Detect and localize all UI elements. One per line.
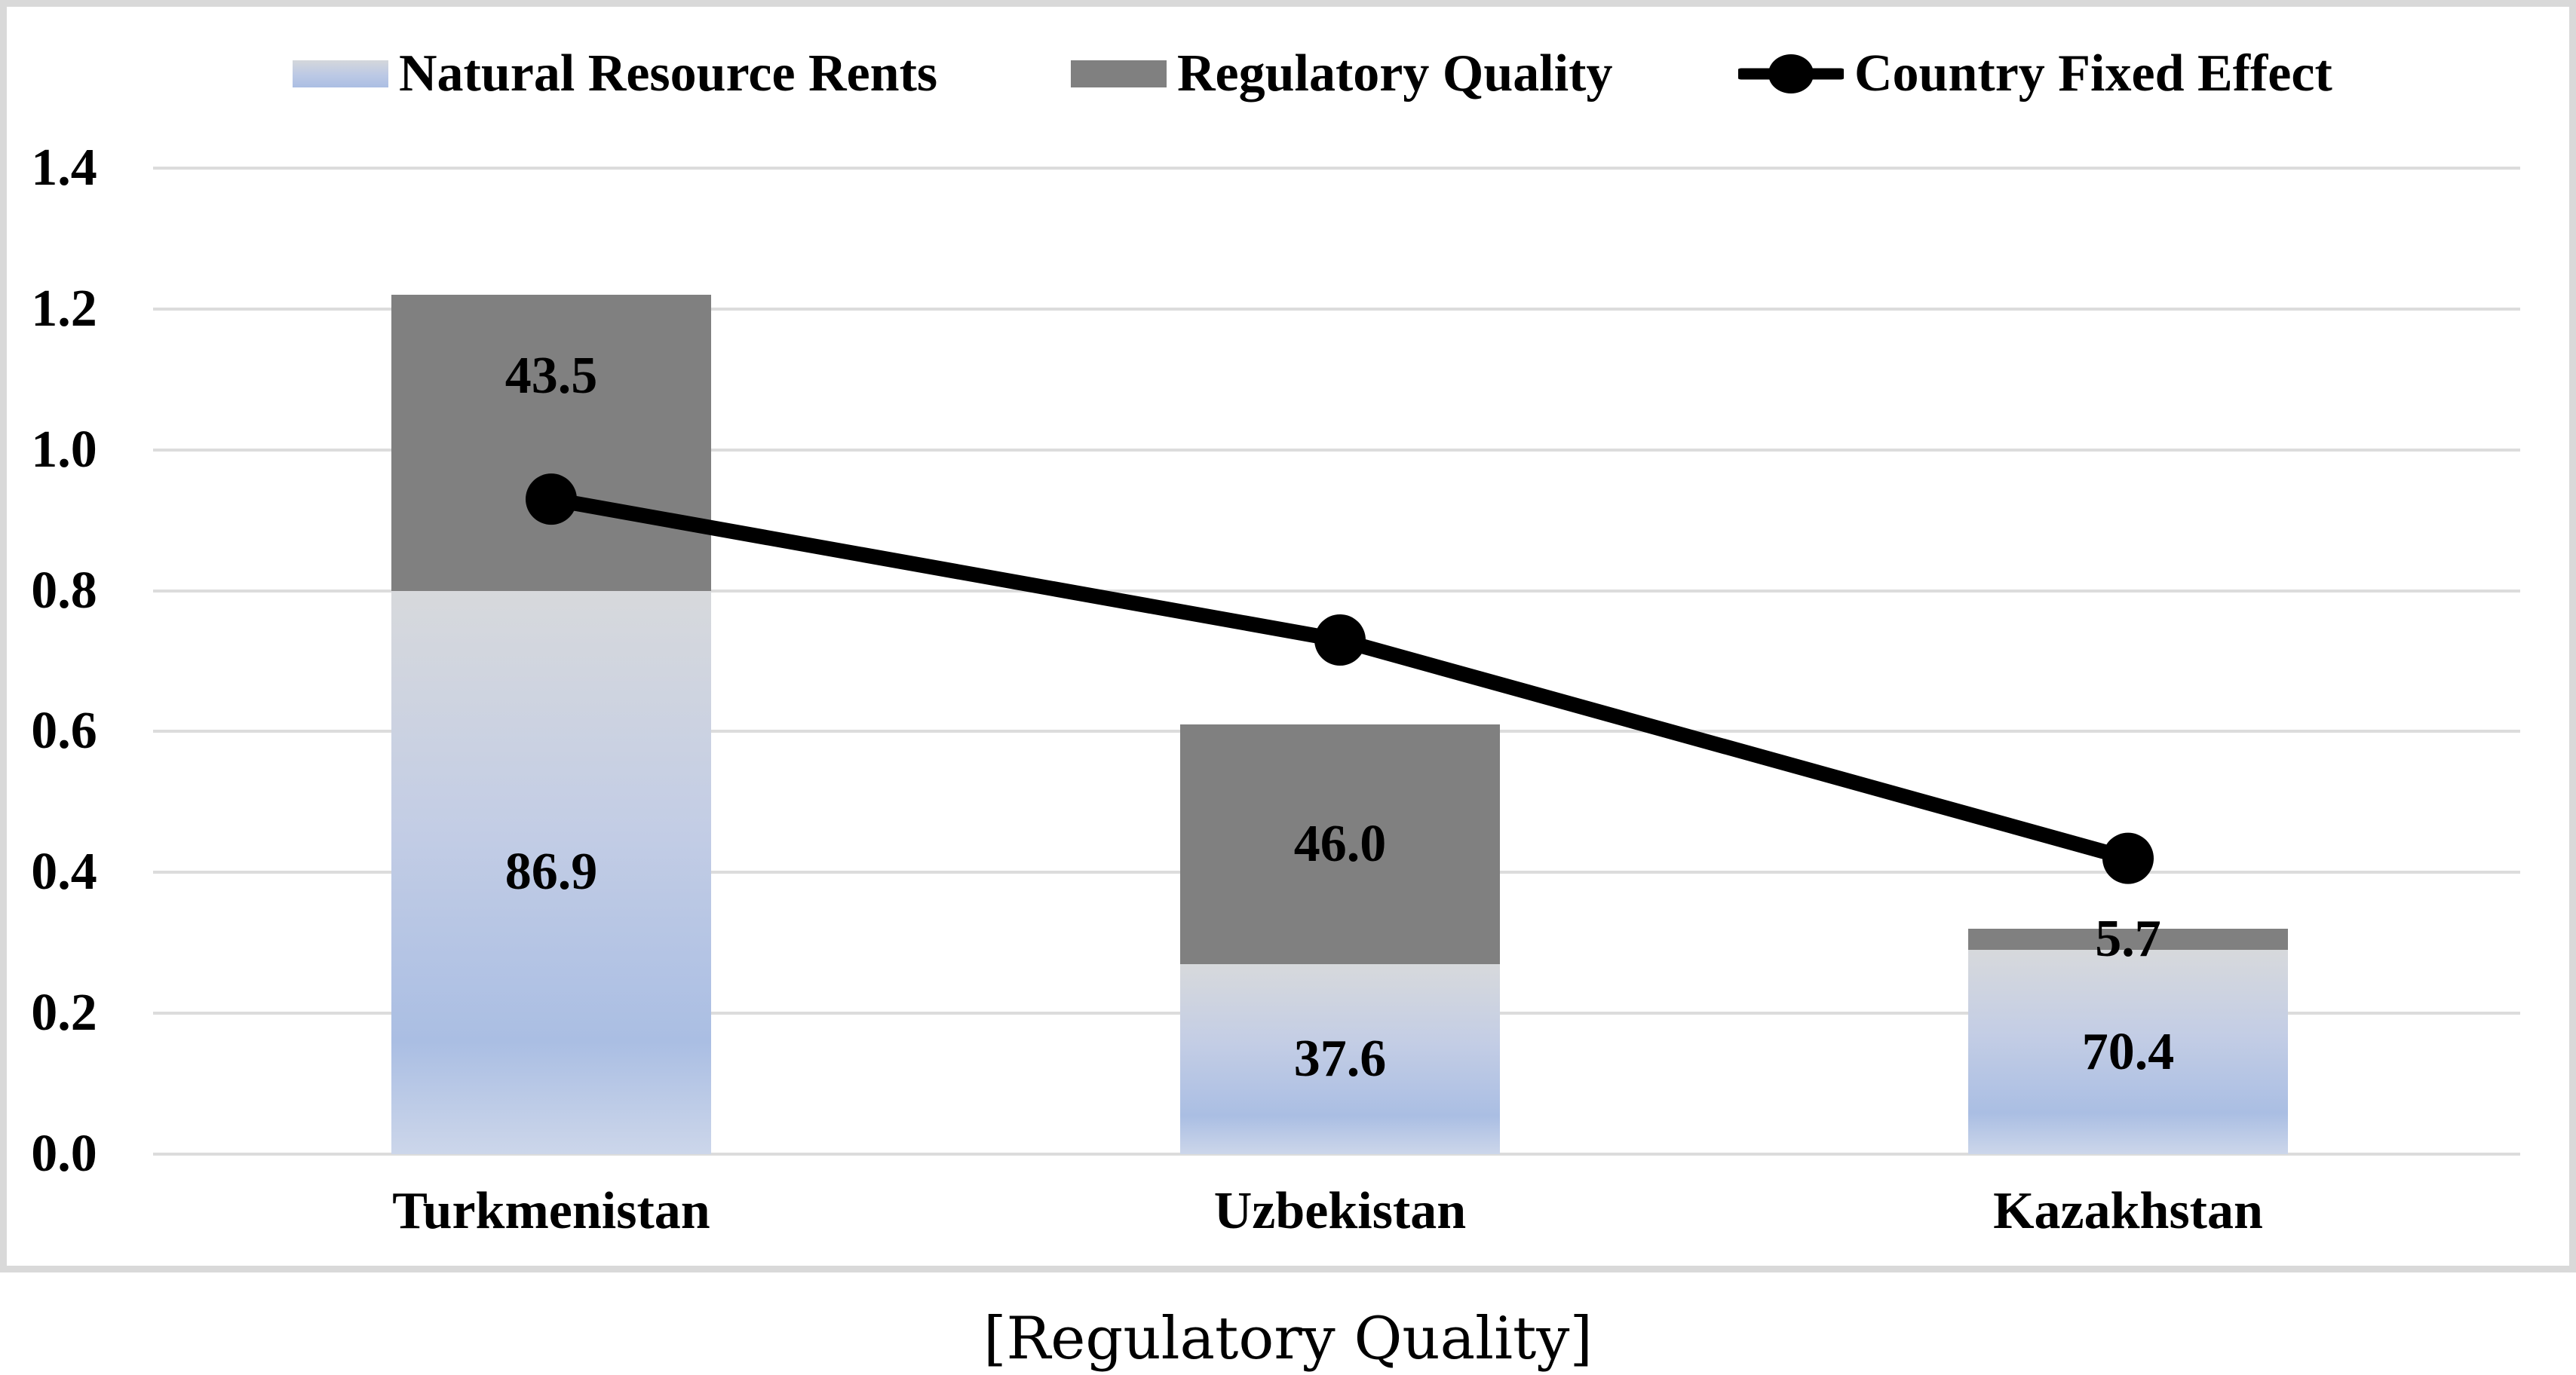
y-axis-tick-label: 0.2 [31,984,97,1043]
legend-item-country-fixed-effect: Country Fixed Effect [1738,42,2332,106]
data-label-natural-resource-rents: 70.4 [2081,1022,2175,1081]
x-axis-category-label: Turkmenistan [392,1182,710,1240]
gridline-1.4 [153,167,2520,170]
line-marker-swatch-icon [1738,54,1844,93]
data-label-regulatory-quality: 5.7 [2095,910,2161,969]
bar-segment-regulatory-quality [391,295,711,591]
gridline-0.0 [153,1153,2520,1156]
y-axis-tick-label: 0.0 [31,1125,97,1183]
y-axis-tick-label: 0.4 [31,843,97,902]
data-label-regulatory-quality: 46.0 [1293,814,1387,873]
bar-segment-natural-resource-rents [1180,963,1500,1154]
data-label-natural-resource-rents: 37.6 [1293,1029,1387,1088]
gridline-1.2 [153,307,2520,311]
y-axis-tick-label: 0.8 [31,561,97,620]
data-label-natural-resource-rents: 86.9 [504,843,598,902]
y-axis-tick-label: 1.0 [31,420,97,479]
chart-caption: [Regulatory Quality] [983,1305,1593,1373]
gridline-1.0 [153,448,2520,452]
legend-label: Natural Resource Rents [399,44,938,103]
legend-item-regulatory-quality: Regulatory Quality [1071,42,1612,106]
y-axis-tick-label: 1.4 [31,139,97,197]
blue-gradient-swatch-icon [293,60,388,87]
x-axis-category-label: Kazakhstan [1993,1182,2263,1240]
bar-segment-regulatory-quality [1968,929,2288,951]
bar-segment-natural-resource-rents [1968,950,2288,1154]
x-axis-category-label: Uzbekistan [1213,1182,1467,1240]
data-label-regulatory-quality: 43.5 [504,347,598,406]
gray-swatch-icon [1071,60,1167,87]
y-axis-tick-label: 0.6 [31,702,97,761]
legend-label: Regulatory Quality [1177,44,1613,103]
legend-item-natural-resource-rents: Natural Resource Rents [293,42,937,106]
y-axis-tick-label: 1.2 [31,279,97,338]
legend-label: Country Fixed Effect [1854,44,2332,103]
